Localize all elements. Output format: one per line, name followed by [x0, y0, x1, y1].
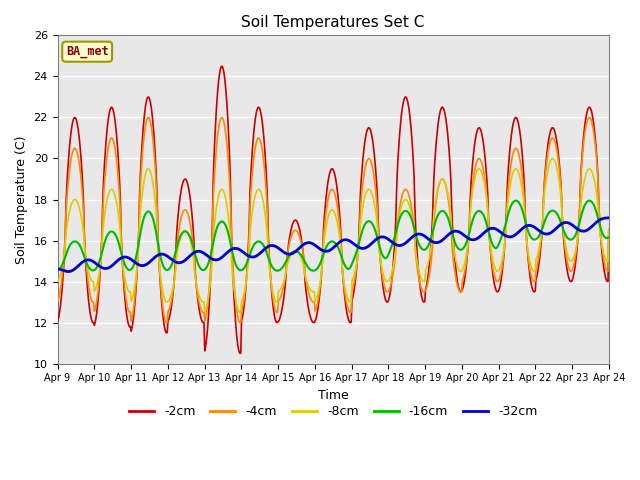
X-axis label: Time: Time [318, 389, 349, 402]
Legend: -2cm, -4cm, -8cm, -16cm, -32cm: -2cm, -4cm, -8cm, -16cm, -32cm [124, 400, 542, 423]
Y-axis label: Soil Temperature (C): Soil Temperature (C) [15, 135, 28, 264]
Text: BA_met: BA_met [66, 45, 109, 58]
Title: Soil Temperatures Set C: Soil Temperatures Set C [241, 15, 425, 30]
